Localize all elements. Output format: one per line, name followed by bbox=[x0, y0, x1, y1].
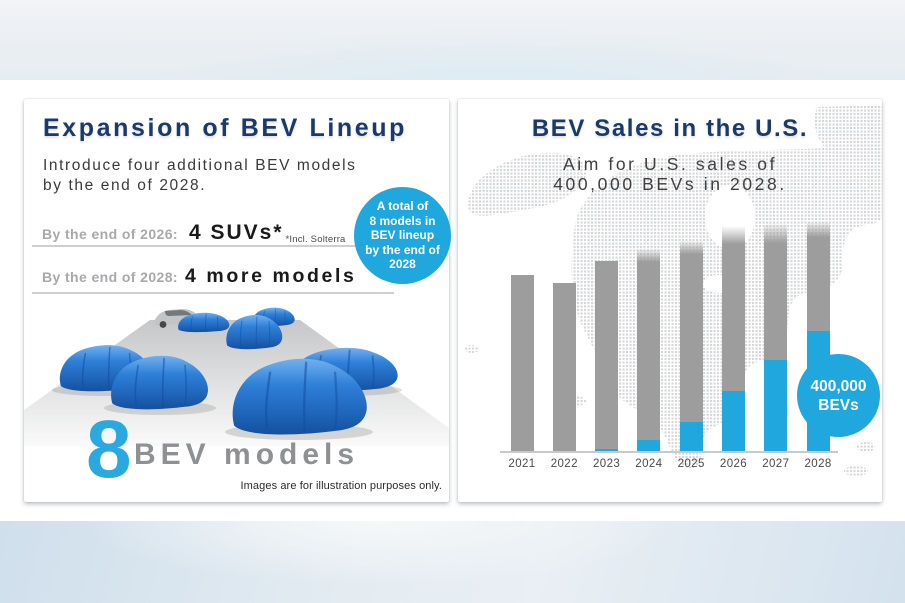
badge-line: BEVs bbox=[818, 396, 859, 414]
milestone-row-2028: By the end of 2028: 4 more models bbox=[42, 265, 358, 288]
badge-line: BEV lineup bbox=[370, 228, 435, 243]
bar-bev-segment bbox=[595, 449, 619, 451]
divider-line bbox=[32, 245, 394, 247]
lineup-subtitle-line2: by the end of 2028. bbox=[43, 177, 207, 194]
chart-bar-2021 bbox=[510, 275, 534, 451]
bar-bev-segment bbox=[764, 360, 788, 451]
covered-cars-illustration bbox=[24, 307, 449, 446]
chart-baseline bbox=[500, 451, 838, 453]
bev-lineup-card: Expansion of BEV Lineup Introduce four a… bbox=[24, 99, 451, 502]
chart-bar-2026 bbox=[722, 226, 745, 451]
year-label: 2026 bbox=[719, 458, 748, 470]
badge-line: A total of bbox=[376, 199, 429, 214]
year-label: 2025 bbox=[677, 458, 705, 470]
milestone-label: By the end of 2028: bbox=[42, 269, 178, 285]
chart-bar-2027 bbox=[764, 223, 788, 451]
year-label: 2021 bbox=[508, 458, 536, 470]
badge-line: by the end of bbox=[365, 242, 440, 257]
bar-bev-segment bbox=[722, 391, 745, 451]
lineup-subtitle: Introduce four additional BEV models by … bbox=[43, 156, 357, 196]
year-label: 2024 bbox=[635, 458, 663, 470]
sales-subtitle: Aim for U.S. sales of 400,000 BEVs in 20… bbox=[458, 154, 882, 194]
year-label: 2027 bbox=[762, 458, 790, 470]
sales-subtitle-line1: Aim for U.S. sales of bbox=[562, 154, 778, 174]
year-label: 2028 bbox=[804, 458, 832, 470]
milestone-label: By the end of 2026: bbox=[42, 226, 178, 242]
milestone-note: *Incl. Solterra bbox=[285, 234, 346, 245]
big-number: 8 bbox=[86, 404, 132, 495]
year-label: 2023 bbox=[593, 458, 621, 470]
badge-line: 400,000 bbox=[810, 377, 867, 395]
lineup-title: Expansion of BEV Lineup bbox=[43, 114, 407, 142]
badge-line: 8 models in bbox=[369, 213, 436, 228]
illustration-disclaimer: Images are for illustration purposes onl… bbox=[240, 480, 442, 492]
big-number-label: BEV models bbox=[134, 438, 360, 471]
badge-line: 2028 bbox=[389, 257, 416, 272]
chart-bar-2023 bbox=[595, 261, 619, 451]
bar-bev-segment bbox=[637, 440, 661, 451]
chart-bar-2025 bbox=[679, 240, 703, 451]
milestone-value: 4 more models bbox=[184, 265, 357, 287]
milestone-row-2026: By the end of 2026: 4 SUVs* *Incl. Solte… bbox=[42, 221, 346, 245]
chart-bar-2024 bbox=[637, 248, 661, 451]
bottom-gradient-band bbox=[0, 521, 905, 603]
chart-bar-2022 bbox=[552, 283, 576, 451]
bev-sales-bar-chart: 2021 2022 2023 2024 2025 2026 2027 2028 bbox=[458, 99, 882, 502]
bev-sales-card: BEV Sales in the U.S. Aim for U.S. sales… bbox=[458, 99, 882, 502]
top-gradient-band bbox=[0, 0, 905, 80]
lineup-subtitle-line1: Introduce four additional BEV models bbox=[43, 157, 357, 174]
sales-target-badge: 400,000 BEVs bbox=[797, 354, 880, 437]
year-label: 2022 bbox=[550, 458, 578, 470]
sales-title: BEV Sales in the U.S. bbox=[531, 115, 809, 142]
bar-bev-segment bbox=[679, 422, 703, 451]
milestone-value: 4 SUVs* bbox=[188, 221, 284, 244]
sales-subtitle-line2: 400,000 BEVs in 2028. bbox=[553, 174, 787, 194]
total-models-badge: A total of 8 models in BEV lineup by the… bbox=[354, 187, 451, 284]
divider-line bbox=[32, 292, 394, 294]
